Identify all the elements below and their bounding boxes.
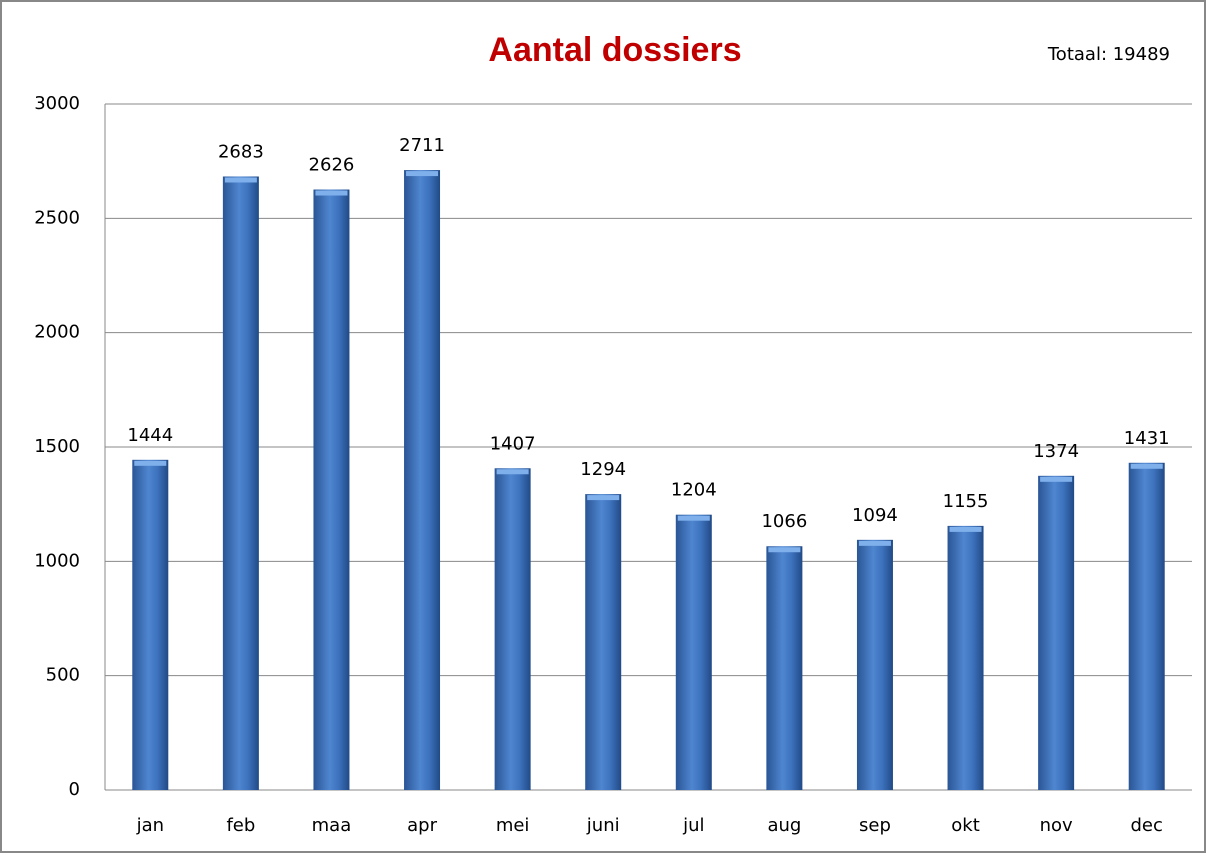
x-tick-label: sep [859, 815, 891, 836]
bar-cap [1130, 463, 1163, 469]
y-tick-label: 3000 [34, 93, 80, 114]
data-label: 2711 [399, 135, 445, 156]
bar [585, 494, 622, 790]
bar [404, 170, 441, 791]
y-tick-label: 2000 [34, 322, 80, 343]
data-label: 1204 [671, 480, 717, 501]
bar [222, 176, 259, 791]
x-tick-label: jul [682, 815, 704, 836]
x-tick-label: apr [407, 815, 437, 836]
bar-cap [768, 547, 801, 553]
bar-cap [858, 540, 891, 546]
x-tick-label: juni [586, 815, 620, 836]
data-label: 1066 [761, 511, 807, 532]
data-label: 1444 [127, 425, 173, 446]
bar [1128, 462, 1165, 790]
bar [313, 189, 350, 790]
data-label: 1155 [943, 491, 989, 512]
x-tick-label: okt [951, 815, 980, 836]
x-tick-label: aug [767, 815, 801, 836]
bar-cap [315, 190, 348, 196]
bar-cap [949, 526, 982, 532]
x-tick-label: dec [1131, 815, 1163, 836]
bar [132, 459, 169, 790]
y-tick-label: 1500 [34, 436, 80, 457]
bar-cap [224, 177, 257, 183]
data-label: 2683 [218, 141, 264, 162]
y-tick-label: 0 [69, 779, 80, 800]
chart-title: Aantal dossiers [488, 31, 741, 69]
x-tick-label: feb [226, 815, 255, 836]
bar [947, 525, 984, 790]
bar-cap [1040, 476, 1073, 482]
bar-cap [406, 171, 439, 177]
data-label: 1094 [852, 505, 898, 526]
data-label: 2626 [309, 155, 355, 176]
data-label: 1294 [580, 459, 626, 480]
bar-cap [134, 460, 167, 466]
y-tick-label: 2500 [34, 207, 80, 228]
data-label: 1374 [1033, 441, 1079, 462]
y-tick-label: 500 [46, 665, 80, 686]
bar [494, 468, 531, 790]
bar [1038, 475, 1075, 790]
x-tick-label: jan [136, 815, 164, 836]
annotation: Totaal: 19489 [1047, 44, 1170, 65]
y-tick-label: 1000 [34, 550, 80, 571]
x-tick-label: mei [496, 815, 530, 836]
x-tick-label: nov [1040, 815, 1073, 836]
bar [675, 514, 712, 790]
x-tick-label: maa [312, 815, 352, 836]
bar [856, 539, 893, 790]
bar-cap [496, 469, 529, 475]
data-label: 1407 [490, 433, 536, 454]
bar-cap [677, 515, 710, 521]
bar [766, 546, 803, 790]
bar-cap [587, 495, 620, 501]
data-label: 1431 [1124, 428, 1170, 449]
